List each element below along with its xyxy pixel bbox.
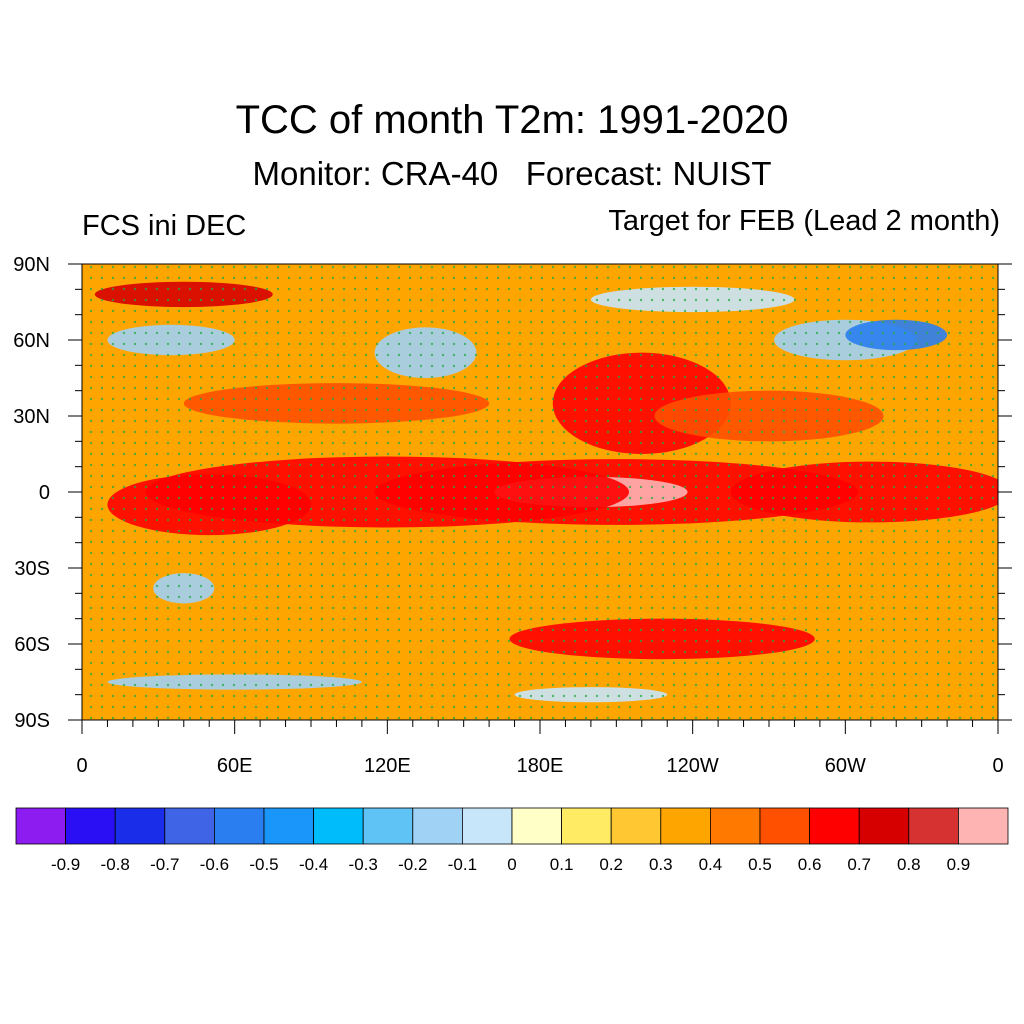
significance-stipple <box>82 264 998 720</box>
colorbar-label: -0.5 <box>249 855 278 874</box>
colorbar-label: 0.9 <box>947 855 971 874</box>
colorbar-swatch <box>362 807 414 845</box>
target-label: Target for FEB (Lead 2 month) <box>608 205 1000 237</box>
chart-title: TCC of month T2m: 1991-2020 <box>235 98 789 142</box>
colorbar-swatch <box>610 807 662 845</box>
lat-tick-label: 90N <box>13 254 50 276</box>
colorbar-swatch <box>511 807 562 845</box>
lat-tick-label: 30N <box>13 406 50 428</box>
lon-tick-label: 180E <box>517 755 564 777</box>
colorbar-label: 0.6 <box>798 855 822 874</box>
colorbar-label: -0.9 <box>51 855 80 874</box>
colorbar-label: 0.5 <box>748 855 772 874</box>
colorbar-label: 0.8 <box>897 855 921 874</box>
colorbar-label: -0.1 <box>448 855 477 874</box>
colorbar-label: 0 <box>507 855 516 874</box>
lat-tick-label: 30S <box>14 558 50 580</box>
colorbar-label: -0.2 <box>398 855 427 874</box>
colorbar-label: -0.3 <box>349 855 378 874</box>
colorbar-swatch <box>114 807 166 845</box>
colorbar-swatch <box>809 807 860 845</box>
lon-tick-label: 120E <box>364 755 411 777</box>
colorbar-swatch <box>660 807 711 845</box>
lon-tick-label: 0 <box>76 755 87 777</box>
colorbar-label: 0.1 <box>550 855 574 874</box>
colorbar-swatch <box>908 807 959 845</box>
colorbar-label: -0.6 <box>200 855 229 874</box>
colorbar-swatch <box>164 807 215 845</box>
colorbar-swatch <box>263 807 314 845</box>
colorbar-label: -0.8 <box>101 855 130 874</box>
lat-tick-label: 90S <box>14 710 50 732</box>
colorbar: -0.9 -0.8 -0.7 -0.6 -0.5 -0.4 -0.3 -0.2 -0.1 0 0.1… <box>15 807 1009 874</box>
colorbar-swatch <box>759 807 810 845</box>
lat-tick-label: 60N <box>13 330 50 352</box>
colorbar-label: 0.7 <box>847 855 871 874</box>
chart-subtitle: Monitor: CRA-40 Forecast: NUIST <box>252 155 772 192</box>
colorbar-label: -0.4 <box>299 855 328 874</box>
lon-tick-label: 60W <box>825 755 866 777</box>
colorbar-label: 0.3 <box>649 855 673 874</box>
lat-tick-label: 0 <box>39 482 50 504</box>
lat-tick-label: 60S <box>14 634 50 656</box>
colorbar-swatch <box>561 807 612 845</box>
colorbar-swatch <box>958 807 1009 845</box>
colorbar-swatch <box>710 807 761 845</box>
colorbar-label: -0.7 <box>150 855 179 874</box>
lon-tick-label: 60E <box>217 755 253 777</box>
colorbar-swatch <box>313 807 364 845</box>
colorbar-swatch <box>213 807 265 845</box>
colorbar-swatch <box>412 807 463 845</box>
colorbar-swatch <box>65 807 116 845</box>
colorbar-label: 0.2 <box>599 855 623 874</box>
map-axes: 90N 60N 30N 0 30S 60S 90S 0 60E 120E 180E 120W 60W 0 <box>13 254 1012 777</box>
colorbar-swatch <box>461 807 513 845</box>
colorbar-label: 0.4 <box>699 855 723 874</box>
colorbar-swatch <box>858 807 910 845</box>
init-label: FCS ini DEC <box>82 210 247 242</box>
correlation-field <box>82 264 998 720</box>
lon-tick-label: 0 <box>992 755 1003 777</box>
colorbar-swatch <box>15 807 66 845</box>
lon-tick-label: 120W <box>667 755 719 777</box>
